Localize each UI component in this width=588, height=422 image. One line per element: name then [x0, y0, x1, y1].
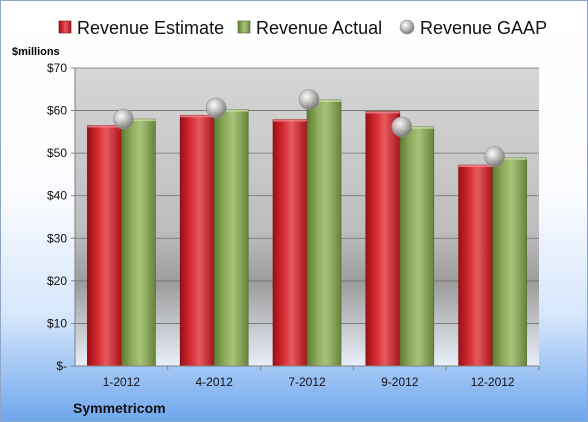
bar-revenue-estimate-cap	[180, 115, 215, 118]
company-name: Symmetricom	[73, 400, 166, 416]
legend-item-revenue-gaap: Revenue GAAP	[399, 18, 547, 38]
bar-revenue-actual-cap	[492, 157, 527, 160]
bar-revenue-estimate-cap	[273, 119, 307, 122]
y-tick-label: $40	[47, 189, 67, 203]
y-tick-label: $30	[47, 231, 67, 245]
y-axis-unit-label: $millions	[12, 46, 60, 58]
legend-swatch-actual	[237, 20, 251, 34]
marker-revenue-gaap	[298, 89, 320, 110]
marker-revenue-gaap	[484, 146, 505, 167]
bar-revenue-estimate	[458, 164, 493, 367]
bar-revenue-actual-cap	[214, 109, 249, 112]
bar-revenue-estimate-cap	[87, 125, 122, 128]
marker-revenue-gaap	[205, 97, 227, 119]
y-tick-label: $10	[47, 316, 67, 330]
legend-label-revenue-gaap: Revenue GAAP	[420, 18, 547, 38]
bar-revenue-actual	[121, 118, 156, 367]
legend-swatch-estimate	[58, 20, 72, 34]
bar-revenue-actual	[213, 109, 249, 367]
marker-revenue-gaap	[391, 116, 413, 138]
gaap-markers	[113, 89, 505, 167]
bar-revenue-actual-cap	[307, 99, 341, 102]
y-tick-label: $20	[47, 274, 67, 288]
x-tick-label: 4-2012	[196, 375, 234, 389]
bar-revenue-estimate-cap	[365, 111, 400, 114]
y-tick-label: $-	[56, 359, 67, 373]
bar-revenue-estimate	[272, 119, 308, 367]
legend-item-revenue-actual: Revenue Actual	[237, 18, 382, 38]
bar-revenue-actual	[399, 126, 435, 367]
legend-item-revenue-estimate: Revenue Estimate	[58, 18, 224, 38]
legend-label-revenue-estimate: Revenue Estimate	[77, 18, 224, 38]
bar-revenue-actual-cap	[399, 126, 434, 129]
x-tick-label: 9-2012	[381, 375, 419, 389]
y-axis-ticks: $- $10 $20 $30 $40 $50 $60 $70	[47, 61, 75, 373]
x-tick-label: 7-2012	[288, 375, 326, 389]
marker-revenue-gaap	[113, 108, 134, 130]
y-tick-label: $70	[47, 61, 67, 75]
x-tick-label: 12-2012	[471, 375, 515, 389]
bar-revenue-actual	[492, 157, 527, 367]
bar-revenue-estimate	[87, 125, 122, 367]
x-tick-label: 1-2012	[103, 375, 141, 389]
y-tick-label: $60	[47, 104, 67, 118]
bars	[87, 99, 527, 367]
bar-revenue-actual	[306, 99, 342, 367]
bar-revenue-actual-cap	[121, 119, 156, 122]
legend-label-revenue-actual: Revenue Actual	[256, 18, 382, 38]
bar-revenue-estimate	[365, 111, 401, 367]
y-tick-label: $50	[47, 146, 67, 160]
legend: Revenue Estimate Revenue Actual Revenue …	[58, 18, 547, 38]
x-axis-ticks: 1-2012 4-2012 7-2012 9-2012 12-2012	[103, 366, 540, 389]
legend-marker-gaap	[399, 19, 415, 35]
bar-revenue-estimate-cap	[458, 165, 493, 168]
bar-revenue-estimate	[179, 114, 215, 367]
